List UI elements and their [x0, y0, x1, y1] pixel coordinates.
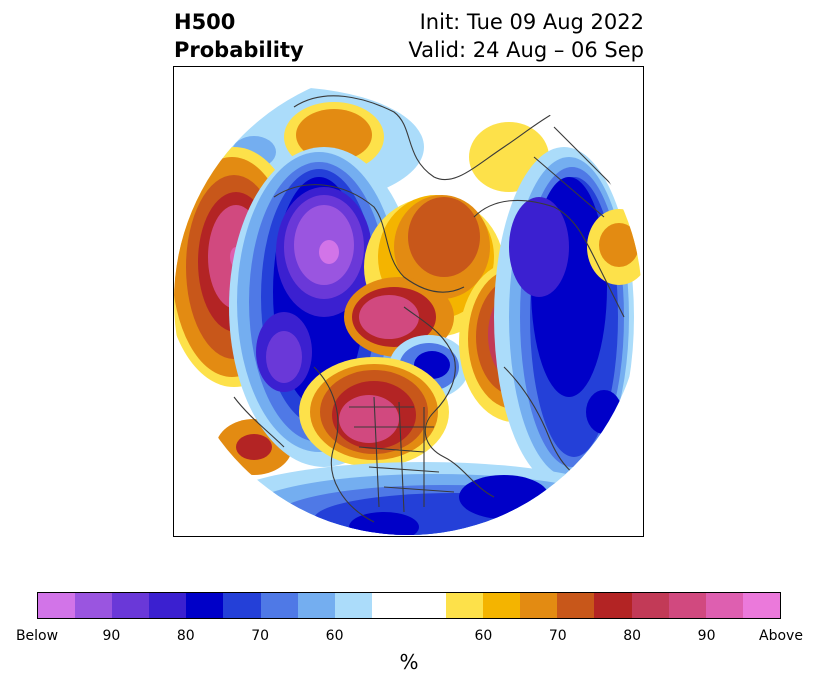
colorbar-tick-label: Below — [15, 628, 59, 644]
colorbar-label: % — [399, 650, 419, 674]
colorbar-segment — [260, 593, 298, 618]
colorbar-segment — [446, 593, 484, 618]
valid-range: Valid: 24 Aug – 06 Sep — [408, 38, 644, 62]
colorbar-segment — [75, 593, 113, 618]
colorbar-tick-label: 80 — [176, 628, 195, 644]
colorbar-segment — [297, 593, 335, 618]
colorbar-segment — [38, 593, 76, 618]
colorbar-segment — [483, 593, 521, 618]
title-line-2: Probability — [174, 38, 304, 62]
colorbar-tick-label: 60 — [325, 628, 344, 644]
colorbar-segment — [742, 593, 780, 618]
probability-colorbar — [37, 592, 781, 619]
colorbar-segment — [594, 593, 632, 618]
probability-field — [174, 67, 642, 535]
colorbar-segment — [668, 593, 706, 618]
colorbar-segment — [186, 593, 224, 618]
title-line-1: H500 — [174, 10, 236, 34]
colorbar-segment — [223, 593, 261, 618]
colorbar-segment — [149, 593, 187, 618]
colorbar-tick-label: 80 — [623, 628, 642, 644]
colorbar-tick-label: 60 — [474, 628, 493, 644]
colorbar-segment — [112, 593, 150, 618]
forecast-dates: Init: Tue 09 Aug 2022 Valid: 24 Aug – 06… — [408, 8, 644, 64]
polar-map — [173, 66, 644, 537]
colorbar-segment — [631, 593, 669, 618]
colorbar-segment — [557, 593, 595, 618]
colorbar-tick-label: 90 — [102, 628, 121, 644]
colorbar-tick-label: 90 — [697, 628, 716, 644]
colorbar-segment — [334, 593, 372, 618]
colorbar-tick-label: 70 — [548, 628, 567, 644]
init-date: Init: Tue 09 Aug 2022 — [419, 10, 644, 34]
coastlines — [233, 95, 625, 523]
colorbar-segment — [705, 593, 743, 618]
colorbar-segment — [520, 593, 558, 618]
colorbar-segment — [371, 593, 409, 618]
colorbar-tick-label: Above — [759, 628, 803, 644]
probability-map — [174, 67, 642, 535]
colorbar-tick-label: 70 — [251, 628, 270, 644]
colorbar-segment — [408, 593, 447, 618]
chart-title: H500 Probability — [174, 8, 304, 64]
